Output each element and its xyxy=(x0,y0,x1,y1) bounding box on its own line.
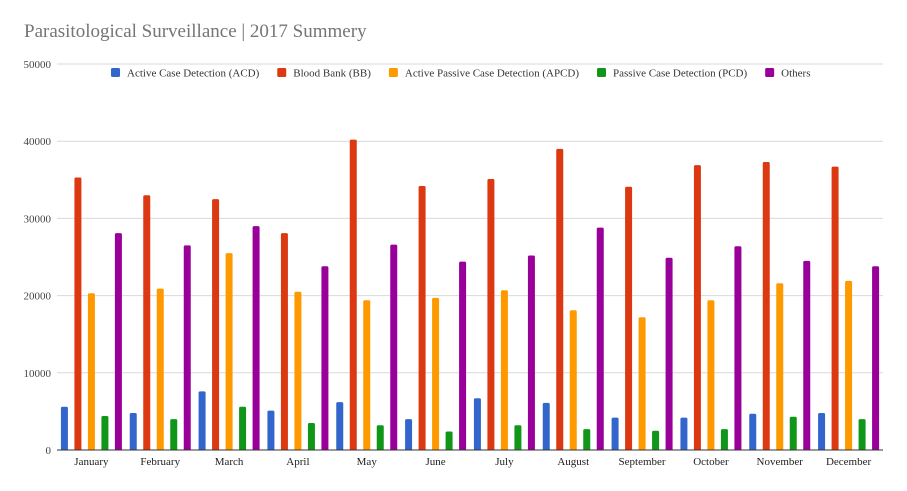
legend-label: Active Case Detection (ACD) xyxy=(127,68,260,80)
x-tick-label: May xyxy=(357,456,378,468)
bar[interactable] xyxy=(665,257,673,450)
bar[interactable] xyxy=(445,431,453,450)
bar[interactable] xyxy=(473,398,481,450)
bar[interactable] xyxy=(707,300,715,450)
bar[interactable] xyxy=(556,148,564,451)
bar[interactable] xyxy=(459,261,467,450)
bar[interactable] xyxy=(390,244,398,450)
bar[interactable] xyxy=(776,283,784,450)
bar[interactable] xyxy=(87,293,95,450)
bar[interactable] xyxy=(693,165,701,450)
bar[interactable] xyxy=(625,186,633,451)
bar[interactable] xyxy=(858,419,866,450)
bar[interactable] xyxy=(527,255,535,450)
y-tick-label: 30000 xyxy=(24,213,52,225)
gridlines xyxy=(57,63,883,374)
bar[interactable] xyxy=(101,416,109,450)
bar[interactable] xyxy=(762,162,770,450)
bar[interactable] xyxy=(74,177,82,450)
bar[interactable] xyxy=(170,419,178,450)
bar[interactable] xyxy=(239,406,247,450)
y-tick-label: 50000 xyxy=(24,59,52,71)
bar[interactable] xyxy=(336,402,344,450)
bar[interactable] xyxy=(734,246,742,450)
bar[interactable] xyxy=(596,227,604,450)
bar[interactable] xyxy=(114,233,122,450)
x-tick-label: September xyxy=(619,456,666,468)
bar[interactable] xyxy=(349,139,357,450)
chart-title: Parasitological Surveillance | 2017 Summ… xyxy=(24,21,367,42)
x-tick-label: April xyxy=(286,456,309,468)
x-tick-label: February xyxy=(140,456,180,468)
x-tick-label: June xyxy=(425,456,445,468)
y-tick-label: 20000 xyxy=(24,291,52,303)
bar[interactable] xyxy=(872,266,880,450)
bar[interactable] xyxy=(818,412,826,450)
bar[interactable] xyxy=(638,317,646,450)
bar[interactable] xyxy=(280,233,288,450)
legend-swatch xyxy=(765,68,775,77)
x-tick-label: August xyxy=(557,456,589,468)
bar[interactable] xyxy=(267,410,275,450)
legend: Active Case Detection (ACD) Blood Bank (B… xyxy=(111,68,810,80)
bar[interactable] xyxy=(307,422,315,450)
bar[interactable] xyxy=(542,402,550,450)
bar[interactable] xyxy=(376,425,384,450)
bar[interactable] xyxy=(60,406,68,450)
legend-label: Blood Bank (BB) xyxy=(293,68,371,80)
bar[interactable] xyxy=(569,310,577,450)
bar[interactable] xyxy=(405,419,413,450)
bar[interactable] xyxy=(432,297,440,450)
axes: 0 10000 20000 30000 40000 50000 January Februar… xyxy=(24,59,883,468)
bar[interactable] xyxy=(363,300,371,450)
legend-swatch xyxy=(277,68,287,77)
bar[interactable] xyxy=(225,253,233,450)
y-tick-label: 40000 xyxy=(24,136,52,148)
bar[interactable] xyxy=(611,417,619,450)
y-tick-label: 0 xyxy=(46,445,52,457)
bar[interactable] xyxy=(749,413,757,450)
bar[interactable] xyxy=(252,226,260,450)
x-tick-label: December xyxy=(826,456,872,468)
bar[interactable] xyxy=(789,416,797,450)
x-tick-label: July xyxy=(495,456,514,468)
bar[interactable] xyxy=(831,166,839,450)
bar[interactable] xyxy=(294,291,302,450)
bar[interactable] xyxy=(652,430,660,450)
bar[interactable] xyxy=(583,429,591,450)
x-tick-label: October xyxy=(693,456,729,468)
bar[interactable] xyxy=(487,179,495,450)
bar[interactable] xyxy=(143,195,151,450)
x-tick-label: January xyxy=(74,456,109,468)
bar[interactable] xyxy=(129,412,137,450)
bar[interactable] xyxy=(198,391,206,450)
bar[interactable] xyxy=(720,429,728,450)
bar[interactable] xyxy=(212,199,220,450)
bar[interactable] xyxy=(514,425,522,450)
bar[interactable] xyxy=(156,288,164,450)
legend-label: Passive Case Detection (PCD) xyxy=(613,68,747,80)
bar[interactable] xyxy=(183,245,191,450)
bar[interactable] xyxy=(418,185,426,450)
x-tick-label: November xyxy=(757,456,804,468)
bar[interactable] xyxy=(845,280,853,450)
y-tick-label: 10000 xyxy=(24,368,52,380)
legend-label: Others xyxy=(781,68,810,80)
x-tick-label: March xyxy=(215,456,244,468)
legend-swatch xyxy=(388,68,398,77)
bar[interactable] xyxy=(321,266,329,450)
legend-label: Active Passive Case Detection (APCD) xyxy=(405,68,579,80)
legend-swatch xyxy=(111,68,120,77)
bar[interactable] xyxy=(680,417,688,450)
bars xyxy=(60,139,880,451)
bar[interactable] xyxy=(803,260,811,450)
bar[interactable] xyxy=(500,290,508,450)
legend-swatch xyxy=(597,68,607,77)
